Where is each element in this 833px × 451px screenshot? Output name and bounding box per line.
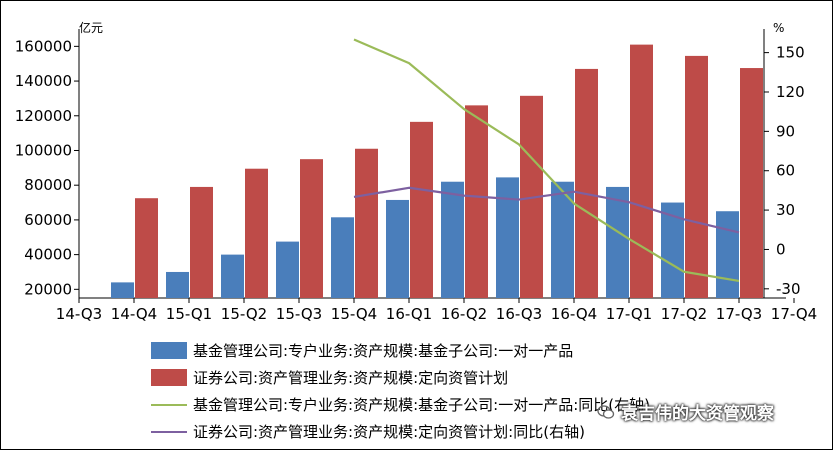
bar-securities bbox=[190, 186, 213, 298]
x-axis-tick-label: 17-Q2 bbox=[661, 305, 707, 323]
watermark: 袁吉伟的大资管观察 bbox=[597, 399, 774, 424]
x-axis-tick-label: 17-Q3 bbox=[716, 305, 762, 323]
legend-label: 证券公司:资产管理业务:资产规模:定向资管计划 bbox=[193, 369, 509, 387]
line-securities-yoy bbox=[353, 186, 740, 234]
right-axis-unit: % bbox=[773, 21, 784, 35]
chart-legend: 基金管理公司:专户业务:资产规模:基金子公司:一对一产品 证券公司:资产管理业务… bbox=[151, 337, 791, 445]
right-axis-tick-label: 0 bbox=[776, 240, 786, 258]
bar-securities bbox=[135, 198, 158, 298]
left-axis-tick-label: 160000 bbox=[15, 37, 72, 55]
left-axis-tick-label: 60000 bbox=[24, 211, 72, 229]
bar-fund-subsidiary bbox=[166, 271, 189, 298]
legend-swatch bbox=[151, 342, 187, 359]
x-axis-tick-label: 15-Q3 bbox=[276, 305, 322, 323]
bar-fund-subsidiary bbox=[716, 211, 739, 298]
wechat-icon bbox=[597, 404, 615, 419]
legend-label: 基金管理公司:专户业务:资产规模:基金子公司:一对一产品 bbox=[193, 342, 574, 360]
bar-securities bbox=[740, 68, 763, 298]
bar-securities bbox=[630, 44, 653, 298]
bar-securities bbox=[355, 148, 378, 298]
left-axis-tick-label: 140000 bbox=[15, 72, 72, 90]
left-axis-tick-label: 100000 bbox=[15, 141, 72, 159]
bar-fund-subsidiary bbox=[331, 217, 354, 298]
x-axis-tick-label: 14-Q3 bbox=[56, 305, 102, 323]
bar-securities bbox=[245, 168, 268, 298]
x-axis-tick-label: 15-Q4 bbox=[331, 305, 377, 323]
right-axis-tick-label: 30 bbox=[776, 201, 795, 219]
watermark-text: 袁吉伟的大资管观察 bbox=[621, 404, 774, 424]
bar-fund-subsidiary bbox=[221, 254, 244, 298]
line-fund-subsidiary-yoy bbox=[353, 38, 740, 283]
bar-fund-subsidiary bbox=[111, 282, 134, 298]
bar-securities bbox=[300, 159, 323, 298]
left-axis-unit: 亿元 bbox=[79, 20, 103, 35]
right-axis-tick-label: -30 bbox=[776, 280, 801, 298]
left-axis-tick-label: 40000 bbox=[24, 246, 72, 264]
x-axis-tick-label: 16-Q1 bbox=[386, 305, 432, 323]
bar-fund-subsidiary bbox=[386, 199, 409, 298]
legend-item: 基金管理公司:专户业务:资产规模:基金子公司:一对一产品 bbox=[151, 337, 791, 364]
x-axis-tick-label: 17-Q1 bbox=[606, 305, 652, 323]
x-axis-tick-label: 17-Q4 bbox=[771, 305, 817, 323]
bar-fund-subsidiary bbox=[606, 186, 629, 298]
x-axis-tick-label: 16-Q2 bbox=[441, 305, 487, 323]
bar-fund-subsidiary bbox=[661, 202, 684, 298]
right-axis-tick-label: 90 bbox=[776, 122, 795, 140]
x-axis-tick-label: 16-Q3 bbox=[496, 305, 542, 323]
left-axis-tick-label: 20000 bbox=[24, 280, 72, 298]
legend-item: 证券公司:资产管理业务:资产规模:定向资管计划:同比(右轴) bbox=[151, 418, 791, 445]
legend-label: 证券公司:资产管理业务:资产规模:定向资管计划:同比(右轴) bbox=[193, 423, 585, 441]
legend-label: 基金管理公司:专户业务:资产规模:基金子公司:一对一产品:同比(右轴) bbox=[193, 396, 650, 414]
left-axis-tick-label: 80000 bbox=[24, 176, 72, 194]
bar-fund-subsidiary bbox=[551, 181, 574, 298]
right-axis-tick-label: 60 bbox=[776, 162, 795, 180]
x-axis-tick-label: 14-Q4 bbox=[111, 305, 157, 323]
bar-fund-subsidiary bbox=[276, 241, 299, 298]
legend-item: 证券公司:资产管理业务:资产规模:定向资管计划 bbox=[151, 364, 791, 391]
bar-fund-subsidiary bbox=[496, 177, 519, 298]
legend-swatch bbox=[151, 403, 187, 406]
right-axis-tick-label: 120 bbox=[776, 83, 805, 101]
left-axis-tick-label: 120000 bbox=[15, 107, 72, 125]
bar-securities bbox=[575, 68, 598, 298]
x-axis-tick-label: 15-Q1 bbox=[166, 305, 212, 323]
legend-item: 基金管理公司:专户业务:资产规模:基金子公司:一对一产品:同比(右轴) bbox=[151, 391, 791, 418]
legend-swatch bbox=[151, 369, 187, 386]
bar-securities bbox=[685, 55, 708, 299]
right-axis-tick-label: 150 bbox=[776, 44, 805, 62]
bar-securities bbox=[465, 105, 488, 298]
bar-securities bbox=[410, 121, 433, 298]
legend-swatch bbox=[151, 430, 187, 433]
x-axis-tick-label: 16-Q4 bbox=[551, 305, 597, 323]
bar-fund-subsidiary bbox=[441, 181, 464, 298]
x-axis-tick-label: 15-Q2 bbox=[221, 305, 267, 323]
